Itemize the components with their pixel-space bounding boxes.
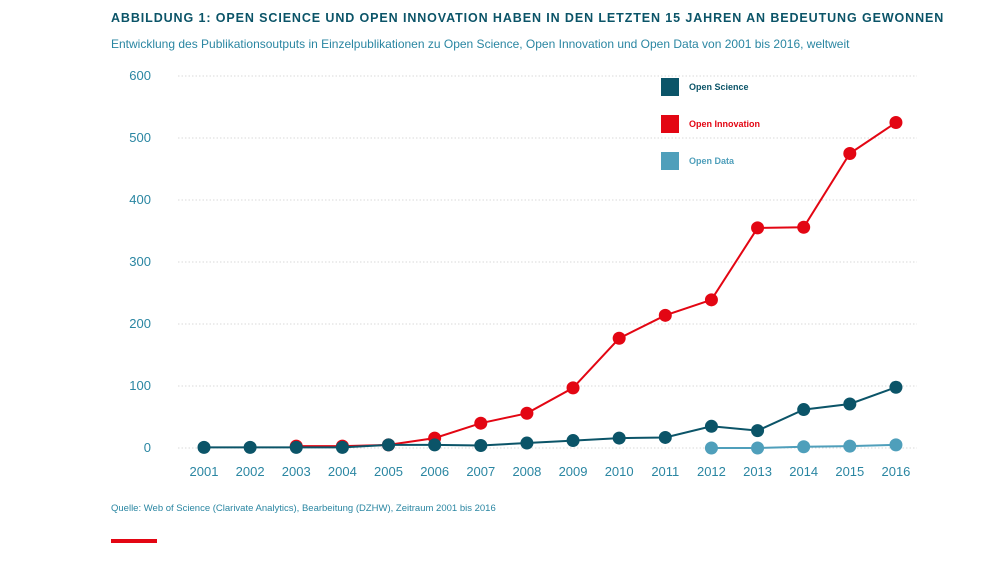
x-tick-label: 2013: [743, 464, 772, 479]
open-science-point: [474, 439, 488, 453]
x-axis-ticks: 2001 2002 2003 2004 2005 2006 2007 2008 2009 2010…: [190, 464, 911, 479]
chart-subtitle: Entwicklung des Publikationsoutputs in E…: [111, 37, 850, 51]
legend-swatch: [661, 78, 679, 96]
open-data-point: [797, 440, 811, 454]
x-tick-label: 2010: [605, 464, 634, 479]
open-science-point: [843, 397, 857, 411]
chart-title: ABBILDUNG 1: OPEN SCIENCE UND OPEN INNOV…: [111, 11, 945, 25]
open-data-point: [843, 439, 857, 453]
x-tick-label: 2012: [697, 464, 726, 479]
open-science-point: [289, 440, 303, 454]
y-tick-label: 400: [129, 192, 151, 207]
x-tick-label: 2014: [789, 464, 818, 479]
open-innovation-point: [520, 406, 534, 420]
y-tick-label: 0: [144, 440, 151, 455]
open-science-point: [704, 419, 718, 433]
open-data-point: [751, 441, 765, 455]
open-innovation-series: [289, 116, 903, 453]
x-tick-label: 2001: [190, 464, 219, 479]
y-tick-label: 100: [129, 378, 151, 393]
x-tick-label: 2016: [881, 464, 910, 479]
chart-source: Quelle: Web of Science (Clarivate Analyt…: [111, 503, 496, 514]
open-innovation-point: [566, 381, 580, 395]
accent-bar: [111, 539, 157, 543]
open-science-point: [889, 380, 903, 394]
line-chart: 0 100 200 300 400 500 600 2001 2002 2003 2004 2005…: [129, 68, 917, 479]
open-science-line: [204, 386, 897, 449]
x-tick-label: 2007: [466, 464, 495, 479]
x-tick-label: 2008: [512, 464, 541, 479]
legend: Open Science Open Innovation Open Data: [661, 78, 760, 170]
legend-item-open-data: Open Data: [661, 152, 735, 170]
legend-label: Open Science: [689, 82, 749, 92]
open-science-point: [382, 438, 396, 452]
grid-lines: [178, 75, 917, 449]
open-data-series: [704, 438, 903, 455]
x-tick-label: 2006: [420, 464, 449, 479]
x-tick-label: 2011: [651, 464, 679, 479]
x-tick-label: 2009: [559, 464, 588, 479]
open-science-point: [335, 440, 349, 454]
open-innovation-point: [474, 416, 488, 430]
series-lines: [197, 116, 903, 455]
y-axis-ticks: 0 100 200 300 400 500 600: [129, 68, 151, 455]
open-innovation-point: [797, 220, 811, 234]
legend-label: Open Innovation: [689, 119, 760, 129]
open-data-point: [704, 441, 718, 455]
open-science-point: [751, 424, 765, 438]
x-tick-label: 2015: [835, 464, 864, 479]
open-data-point: [889, 438, 903, 452]
y-tick-label: 300: [129, 254, 151, 269]
open-innovation-point: [843, 147, 857, 160]
x-tick-label: 2004: [328, 464, 357, 479]
open-innovation-line: [296, 121, 897, 448]
open-innovation-point: [889, 116, 903, 129]
open-science-point: [566, 434, 580, 448]
legend-item-open-science: Open Science: [661, 78, 749, 96]
y-tick-label: 200: [129, 316, 151, 331]
legend-swatch: [661, 115, 679, 133]
open-innovation-point: [612, 331, 626, 345]
open-science-point: [658, 430, 672, 444]
x-tick-label: 2005: [374, 464, 403, 479]
legend-item-open-innovation: Open Innovation: [661, 115, 760, 133]
open-science-point: [243, 440, 257, 454]
open-science-point: [428, 438, 442, 452]
open-science-series: [197, 380, 903, 454]
open-science-point: [797, 403, 811, 417]
x-tick-label: 2002: [236, 464, 265, 479]
legend-swatch: [661, 152, 679, 170]
open-science-point: [197, 440, 211, 454]
open-innovation-point: [658, 308, 672, 322]
x-tick-label: 2003: [282, 464, 311, 479]
open-innovation-point: [751, 221, 765, 235]
open-innovation-point: [704, 293, 718, 307]
open-science-point: [520, 436, 534, 450]
open-science-point: [612, 431, 626, 445]
legend-label: Open Data: [689, 156, 735, 166]
y-tick-label: 500: [129, 130, 151, 145]
y-tick-label: 600: [129, 68, 151, 83]
